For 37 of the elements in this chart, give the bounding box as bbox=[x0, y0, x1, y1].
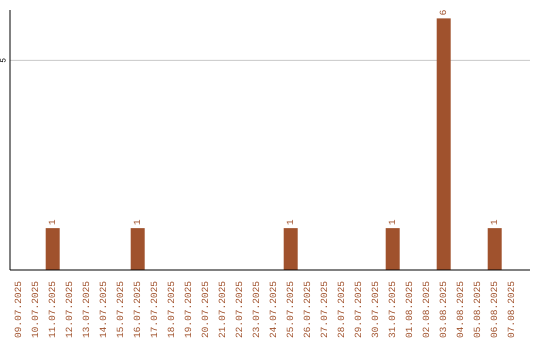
x-tick-label: 19.07.2025 bbox=[183, 280, 194, 338]
x-tick-label: 03.08.2025 bbox=[438, 280, 449, 338]
x-tick-label: 20.07.2025 bbox=[200, 280, 211, 338]
x-tick-label: 01.08.2025 bbox=[404, 280, 415, 338]
y-tick-label: 5 bbox=[0, 58, 8, 63]
x-tick-label: 09.07.2025 bbox=[13, 280, 24, 338]
x-tick-label: 11.07.2025 bbox=[47, 280, 58, 338]
x-tick-label: 14.07.2025 bbox=[98, 280, 109, 338]
data-label: 1 bbox=[387, 219, 398, 226]
x-tick-label: 12.07.2025 bbox=[64, 280, 75, 338]
data-label: 1 bbox=[489, 219, 500, 226]
x-tick-label: 27.07.2025 bbox=[319, 280, 330, 338]
x-tick-label: 28.07.2025 bbox=[336, 280, 347, 338]
x-tick-label: 02.08.2025 bbox=[421, 280, 432, 338]
x-tick-label: 18.07.2025 bbox=[166, 280, 177, 338]
x-tick-label: 26.07.2025 bbox=[302, 280, 313, 338]
x-tick-label: 15.07.2025 bbox=[115, 280, 126, 338]
data-label: 6 bbox=[438, 9, 450, 16]
x-tick-label: 05.08.2025 bbox=[472, 280, 483, 338]
x-tick-label: 25.07.2025 bbox=[285, 280, 296, 338]
x-tick-label: 10.07.2025 bbox=[30, 280, 41, 338]
x-tick-label: 17.07.2025 bbox=[149, 280, 160, 338]
x-tick-label: 04.08.2025 bbox=[455, 280, 466, 338]
x-tick-label: 06.08.2025 bbox=[489, 280, 500, 338]
x-tick-label: 23.07.2025 bbox=[251, 280, 262, 338]
x-tick-label: 13.07.2025 bbox=[81, 280, 92, 338]
data-label: 1 bbox=[132, 219, 144, 226]
x-tick-label: 07.08.2025 bbox=[506, 280, 517, 338]
x-tick-label: 21.07.2025 bbox=[217, 280, 228, 338]
x-tick-label: 31.07.2025 bbox=[387, 280, 398, 338]
x-tick-label: 24.07.2025 bbox=[268, 280, 279, 338]
x-tick-label: 30.07.2025 bbox=[370, 280, 381, 338]
data-label: 1 bbox=[47, 219, 58, 226]
x-tick-label: 22.07.2025 bbox=[234, 280, 245, 338]
x-tick-label: 29.07.2025 bbox=[353, 280, 364, 338]
data-label: 1 bbox=[285, 219, 296, 226]
x-tick-label: 16.07.2025 bbox=[132, 280, 143, 338]
